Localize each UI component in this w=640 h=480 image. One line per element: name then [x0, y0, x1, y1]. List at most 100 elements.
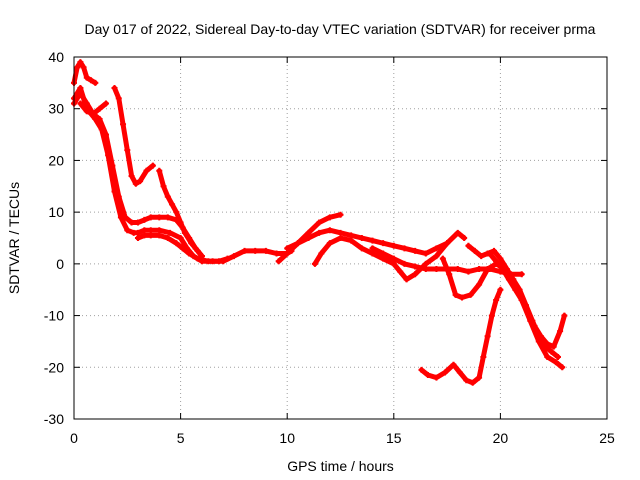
data-point [83, 74, 90, 81]
data-point [90, 110, 97, 117]
series-line [440, 256, 565, 370]
data-point [544, 341, 551, 348]
x-axis-label: GPS time / hours [287, 458, 394, 474]
data-point [141, 232, 148, 239]
x-tick-label: 5 [177, 430, 185, 446]
data-point [156, 232, 163, 239]
data-point [441, 369, 448, 376]
data-point [115, 95, 122, 102]
data-point [166, 229, 173, 236]
data-point [548, 348, 555, 355]
data-point [450, 361, 457, 368]
data-point [454, 229, 461, 236]
data-point [273, 250, 280, 257]
data-point [316, 229, 323, 236]
data-point [459, 294, 466, 301]
data-point [390, 260, 397, 267]
data-point [497, 255, 504, 262]
data-point [77, 59, 84, 66]
data-point [230, 253, 237, 260]
data-point [156, 227, 163, 234]
data-point [177, 219, 184, 226]
data-point [412, 263, 419, 270]
x-tick-label: 15 [386, 430, 402, 446]
data-point [348, 237, 355, 244]
data-point [369, 237, 376, 244]
data-point [348, 232, 355, 239]
data-point [149, 162, 156, 169]
data-point [486, 250, 493, 257]
data-point [422, 266, 429, 273]
data-point [147, 227, 154, 234]
x-tick-label: 0 [70, 430, 78, 446]
series-line [487, 251, 567, 350]
data-point [124, 227, 131, 234]
data-point [397, 268, 404, 275]
data-point [102, 131, 109, 138]
data-point [469, 379, 476, 386]
plot-frame [73, 56, 608, 420]
data-point [173, 209, 180, 216]
data-point [111, 85, 118, 92]
data-point [380, 255, 387, 262]
data-point [132, 180, 139, 187]
data-point [77, 85, 84, 92]
x-tick-label: 10 [279, 430, 295, 446]
data-point [77, 90, 84, 97]
data-point [444, 240, 451, 247]
data-point [164, 193, 171, 200]
data-point [96, 116, 103, 123]
data-point [137, 178, 144, 185]
data-point [316, 219, 323, 226]
data-point [311, 260, 318, 267]
series-track-2 [71, 85, 295, 265]
data-point [134, 235, 141, 241]
series-track-6 [156, 167, 205, 260]
y-tick-label: 0 [56, 256, 64, 272]
data-point [488, 312, 495, 319]
x-tick-label: 20 [493, 430, 509, 446]
data-point [433, 266, 440, 273]
y-tick-label: 40 [48, 49, 64, 65]
data-point [512, 286, 519, 293]
data-point [422, 260, 429, 267]
data-point [318, 250, 325, 257]
data-point [294, 240, 301, 247]
data-point [83, 100, 90, 107]
data-point [412, 271, 419, 278]
grid-layer [74, 57, 607, 419]
data-point [465, 242, 472, 249]
data-point [194, 247, 201, 254]
data-point [337, 235, 344, 241]
data-point [554, 353, 561, 360]
data-point [147, 214, 154, 221]
y-tick-label: -30 [44, 411, 64, 427]
series-track-10 [311, 229, 468, 283]
chart-title: Day 017 of 2022, Sidereal Day-to-day VTE… [85, 21, 596, 37]
data-point [380, 240, 387, 247]
data-point [452, 291, 459, 298]
data-point [471, 247, 478, 254]
data-point [505, 276, 512, 283]
data-point [446, 271, 453, 278]
data-point [390, 255, 397, 262]
data-point [497, 286, 504, 293]
data-point [401, 260, 408, 267]
y-tick-label: -20 [44, 359, 64, 375]
data-point [143, 167, 150, 174]
data-point [80, 64, 87, 71]
y-tick-label: -10 [44, 308, 64, 324]
data-point [74, 64, 81, 71]
data-point [433, 253, 440, 260]
data-point [476, 281, 483, 288]
data-point [122, 214, 129, 221]
data-point [156, 214, 163, 221]
data-point [550, 343, 557, 350]
data-point [164, 235, 171, 241]
data-point [134, 229, 141, 236]
data-point [439, 255, 446, 262]
data-point [305, 235, 312, 241]
data-point [390, 242, 397, 249]
